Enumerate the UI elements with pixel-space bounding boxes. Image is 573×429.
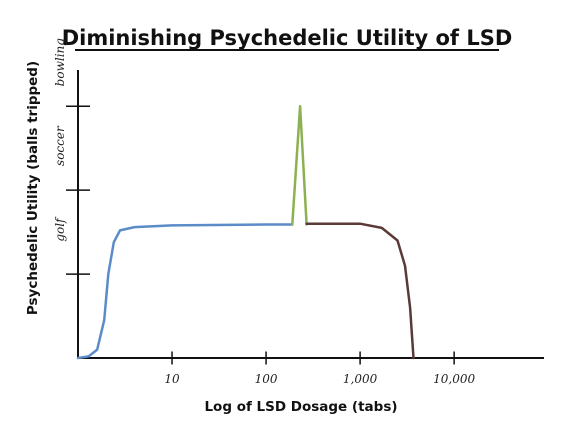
x-axis-label: Log of LSD Dosage (tabs) bbox=[204, 399, 397, 415]
x-tick-label: 100 bbox=[255, 372, 278, 386]
axes bbox=[77, 70, 544, 359]
x-tick-label: 10,000 bbox=[433, 372, 475, 386]
series-layer bbox=[76, 104, 415, 360]
x-ticks: 10 100 1,000 10,000 bbox=[164, 351, 475, 386]
x-tick-label: 10 bbox=[164, 372, 180, 386]
y-tick-label: soccer bbox=[53, 125, 67, 166]
chart-title: Diminishing Psychedelic Utility of LSD bbox=[62, 26, 513, 50]
series-line bbox=[291, 104, 308, 226]
y-tick-label: golf bbox=[53, 216, 67, 242]
series-line bbox=[76, 223, 294, 360]
y-ticks: golf soccer bowling bbox=[53, 38, 90, 275]
series-line bbox=[305, 222, 415, 360]
x-tick-label: 1,000 bbox=[343, 372, 378, 386]
y-tick-label: bowling bbox=[53, 38, 67, 87]
y-axis-label: Psychedelic Utility (balls tripped) bbox=[25, 61, 41, 315]
